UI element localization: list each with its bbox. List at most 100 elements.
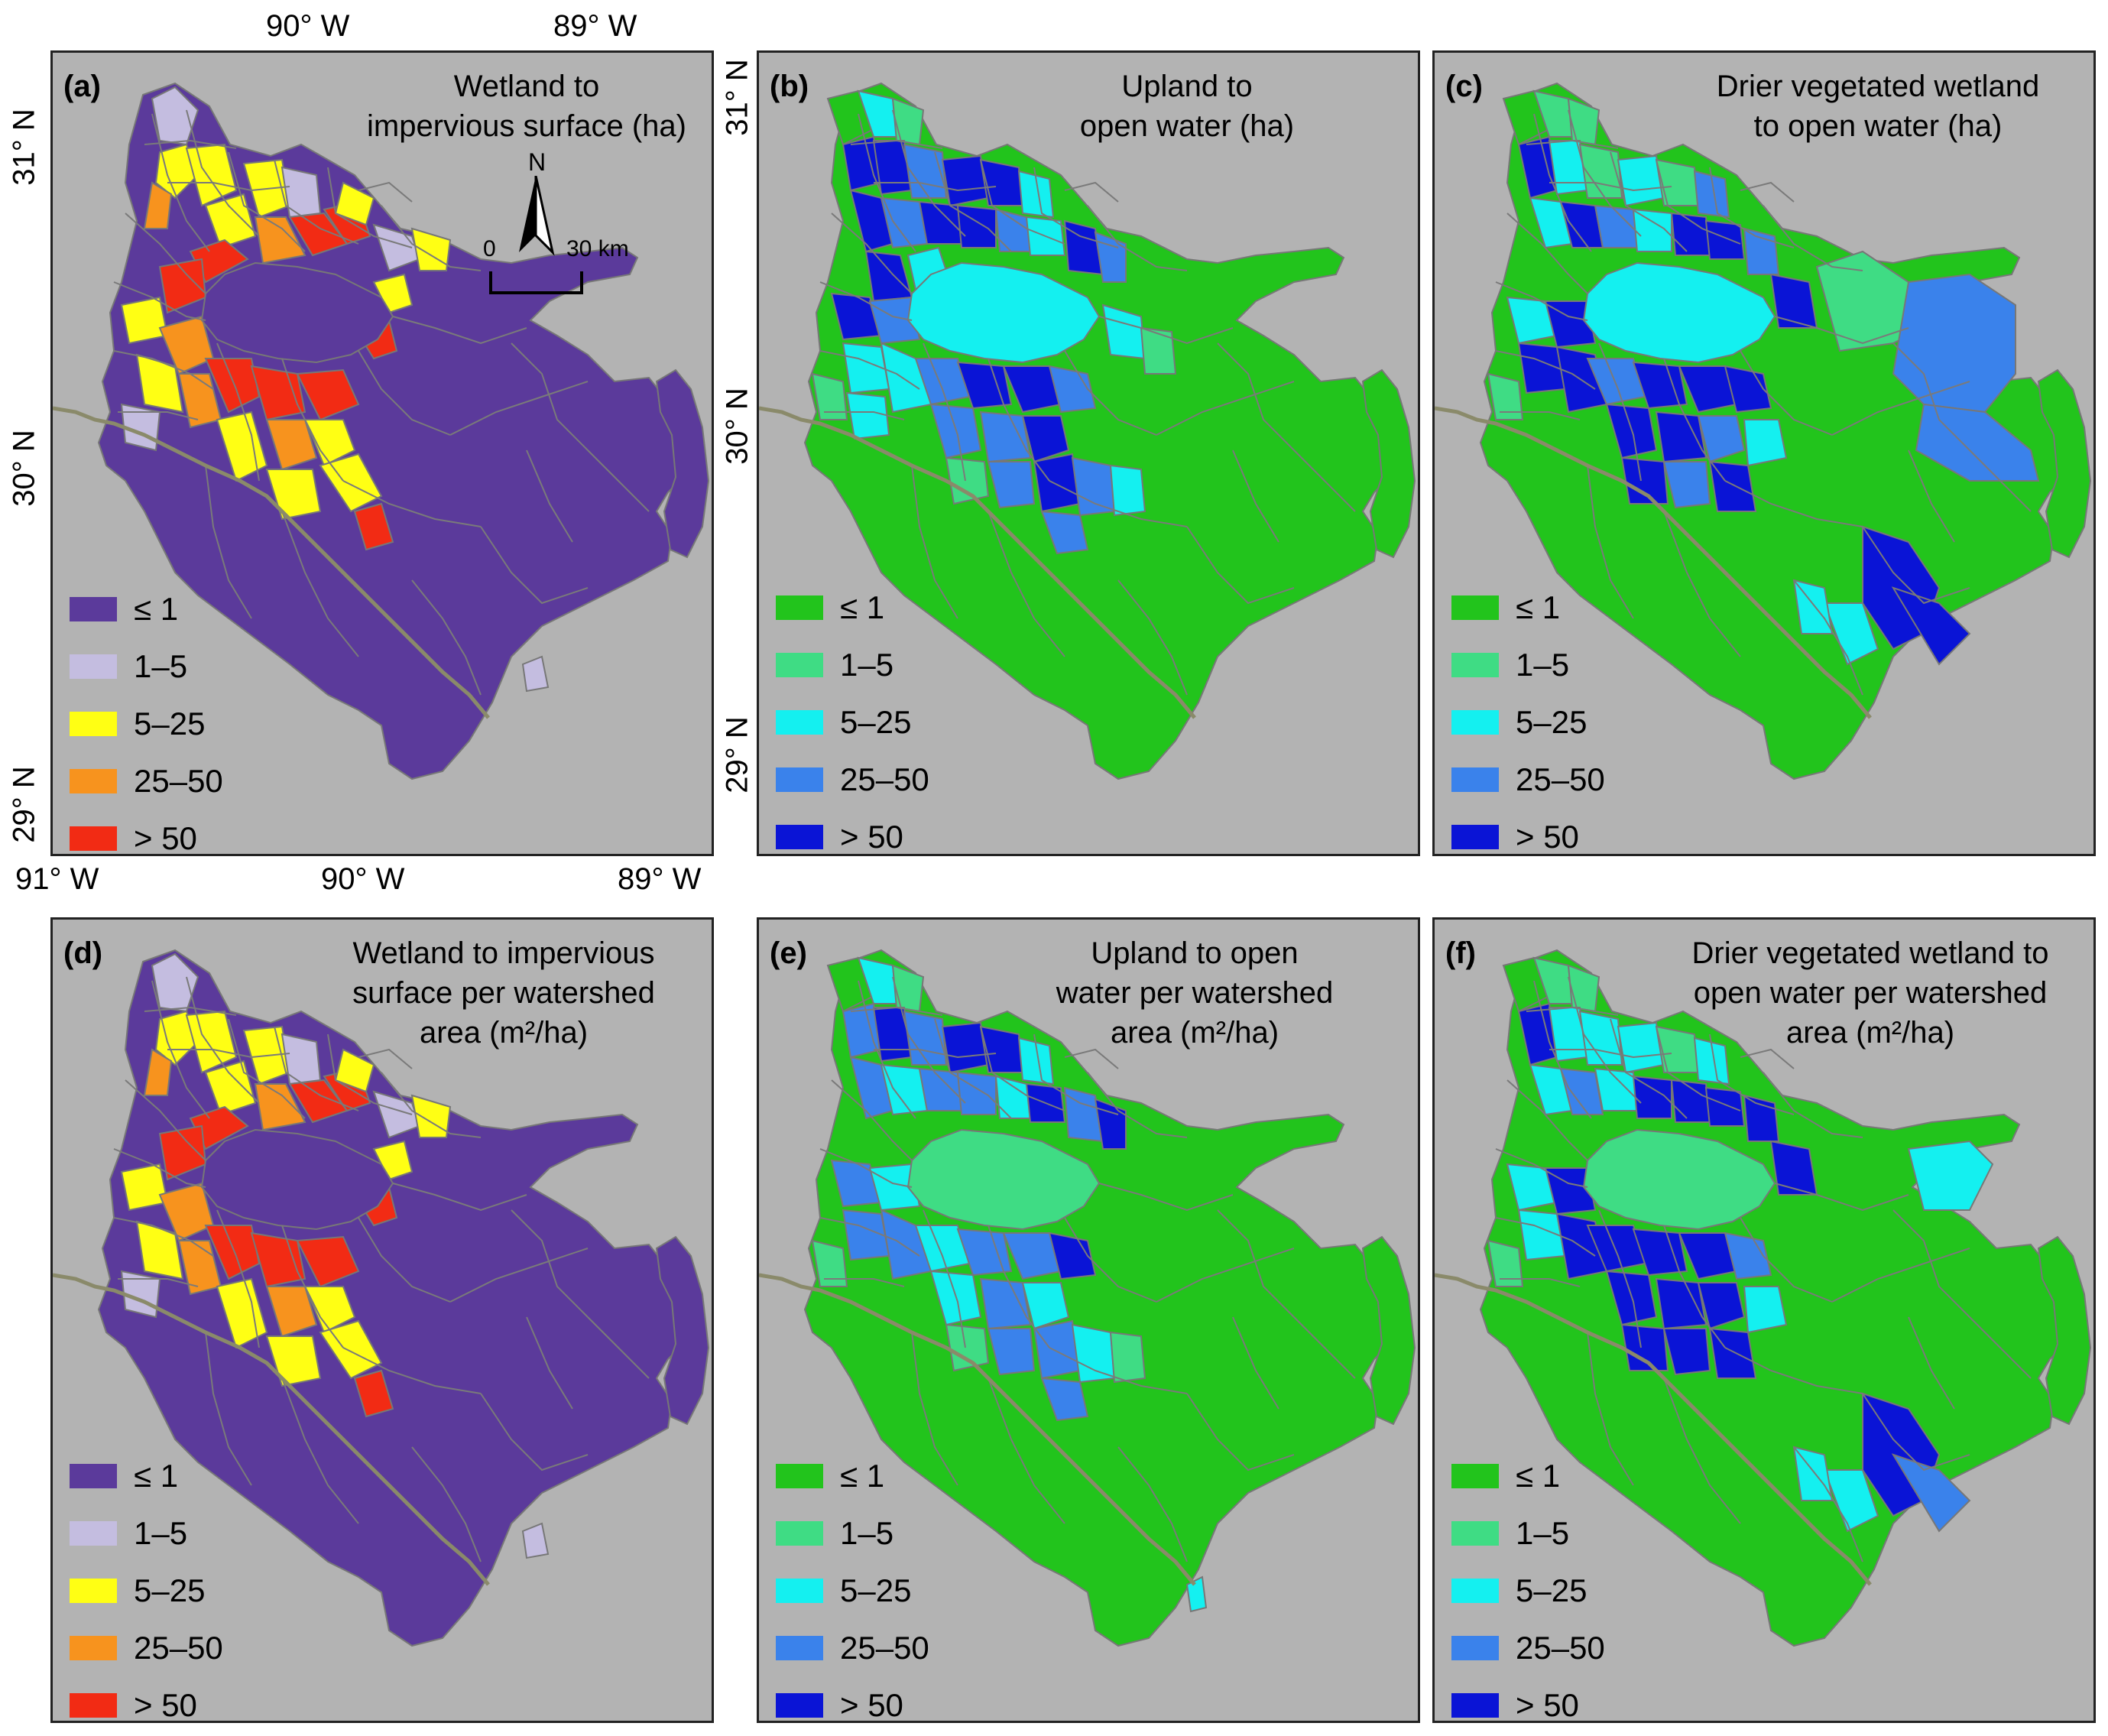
region-peninsula [655,368,710,559]
map-panel-e: (e) Upland to open water per watershed a… [757,917,1420,1723]
legend-item-e-4: 25–50 [776,1619,929,1676]
watershed-boundary-3 [274,159,359,245]
watershed-boundary-10 [923,1209,966,1348]
panel-label-f: (f) [1445,936,1476,970]
watershed-35 [811,1239,848,1287]
watershed-boundary-3 [980,1026,1065,1111]
watershed-2 [891,964,925,1013]
watershed-4 [204,193,257,249]
watershed-27 [353,1369,394,1418]
legend-label: > 50 [1516,818,1579,855]
watershed-35 [1040,510,1089,555]
watershed-23 [216,410,268,482]
watershed-boundary-0 [1533,113,1592,252]
watershed-boundary-6 [125,213,206,294]
watershed-boundary-14 [1831,1248,1970,1303]
legend-label: 25–50 [134,762,223,799]
right-lat-label-1: 31° N [720,59,754,136]
legend-swatch [776,595,823,620]
legend-item-f-4: 25–50 [1451,1619,1605,1676]
legend-swatch [70,768,117,793]
watershed-8 [1693,1037,1730,1085]
watershed-23 [216,1277,268,1349]
watershed-boundary-5 [1763,205,1863,271]
watershed-boundary-10 [1598,1209,1642,1348]
panel-title-f: Drier vegetated wetland to open water pe… [1649,933,2092,1053]
legend-item-c-2: 1–5 [1451,636,1605,693]
legend-item-a-2: 1–5 [70,638,223,695]
watershed-39 [845,391,890,440]
watershed-boundary-7 [1495,1148,1588,1188]
watershed-boundary-3 [980,159,1065,245]
legend-label: > 50 [840,818,903,855]
watershed-boundary-21 [1117,1446,1188,1562]
watershed-boundary-18 [911,1332,958,1486]
watershed-29 [1021,415,1070,463]
left-lat-label-3: 29° N [7,766,41,843]
panel-label-d: (d) [63,936,103,970]
legend-label: > 50 [1516,1686,1579,1723]
watershed-boundary-1 [1568,109,1642,237]
watershed-boundary-14 [449,381,589,436]
legend-c: ≤ 1 1–5 5–25 25–50 > 50 [1451,579,1605,855]
watershed-18 [250,365,306,421]
watershed-boundary-15 [1724,1347,1863,1394]
watershed-boundary-4 [1033,167,1119,248]
watershed-24 [265,419,318,471]
watershed-6 [281,166,322,219]
map-panel-c: (c) Drier vegetated wetland to open wate… [1432,50,2096,856]
legend-label: 5–25 [1516,703,1587,740]
watershed-boundary-11 [281,1225,344,1348]
watershed-13 [1670,212,1711,256]
legend-item-b-5: > 50 [776,808,929,855]
region-basin [97,949,696,1647]
region-peninsula [1361,1235,1416,1426]
watershed-boundary-14 [1156,1248,1295,1303]
legend-item-b-3: 5–25 [776,693,929,751]
watershed-boundary-8 [1495,350,1596,390]
watershed-boundary-13 [392,316,527,345]
map-group-f [1435,949,2092,1647]
watershed-boundary-9 [824,411,905,420]
watershed-boundary-11 [988,1225,1050,1348]
watershed-boundary-21 [1117,579,1188,696]
watershed-boundary-23 [1549,182,1672,192]
right-lat-label-3: 29° N [720,716,754,793]
watershed-boundary-2 [228,151,306,252]
watershed-boundary-17 [988,1377,1065,1524]
watershed-boundary-11 [1663,1225,1726,1348]
legend-item-d-3: 5–25 [70,1562,223,1619]
watershed-26 [319,453,383,513]
watershed-boundary-12 [1064,1217,1157,1303]
legend-label: 5–25 [840,1572,912,1608]
watershed-25 [303,419,356,467]
legend-swatch [776,824,823,849]
watershed-2 [1567,97,1600,146]
watershed-boundary-0 [151,113,210,252]
legend-swatch [70,1635,117,1660]
watershed-boundary-1 [186,976,260,1104]
watershed-38 [811,372,848,420]
watershed-boundary-2 [934,1018,1012,1119]
bottom-lon-label-2: 90° W [321,862,405,896]
north-arrow-label: N [528,148,546,176]
watershed-13 [1670,1079,1711,1123]
watershed-31 [1743,419,1788,467]
watershed-32 [1708,1327,1757,1379]
legend-label: ≤ 1 [1516,1457,1561,1494]
watershed-boundary-20 [1969,449,2032,512]
map-panel-a: (a) Wetland to impervious surface (ha) N… [50,50,714,856]
legend-item-c-5: > 50 [1451,808,1605,855]
watershed-boundary-25 [1740,1048,1795,1069]
watershed-boundary-10 [216,342,260,482]
legend-label: 1–5 [134,1514,188,1551]
river [1435,1273,1872,1586]
legend-swatch [70,1463,117,1488]
legend-label: > 50 [134,1686,197,1723]
bottom-lon-label-1: 91° W [15,862,99,896]
watershed-boundary-14 [1831,381,1970,436]
watershed-boundary-12 [358,350,451,436]
map-group-b [759,82,1416,780]
watershed-17 [1907,1140,1994,1211]
watershed-boundary-5 [381,1072,482,1138]
